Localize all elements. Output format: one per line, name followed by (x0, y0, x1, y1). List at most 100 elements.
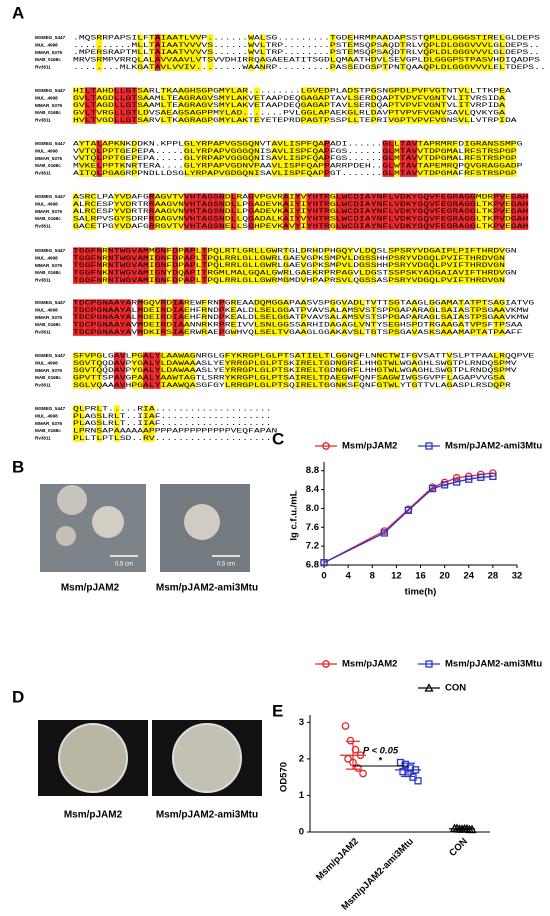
sequence: HVLTVGDLLGTSARVLTKAGRAGPGMYLAKTEYETEPRDP… (73, 117, 517, 124)
series-line (323, 472, 493, 564)
conservation-cell (341, 352, 348, 389)
conservation-cell (353, 87, 360, 124)
conservation-cell (312, 247, 319, 284)
point (380, 529, 388, 537)
conservation-cell (434, 34, 441, 71)
conservation-cell (318, 87, 325, 124)
conservation-cell (160, 352, 167, 389)
conservation-cell (399, 247, 406, 284)
conservation-cell (446, 352, 453, 389)
conservation-cell (73, 247, 79, 284)
y-tick-label: 7.6 (306, 522, 319, 533)
conservation-cell (312, 87, 319, 124)
conservation-cell (137, 299, 144, 336)
conservation-cell (183, 193, 190, 230)
conservation-cell (440, 140, 447, 177)
legend-label: Msm/pJAM2 (342, 441, 397, 452)
conservation-cell (218, 299, 225, 336)
conservation-cell (283, 193, 289, 230)
conservation-cell (195, 140, 202, 177)
conservation-cell (306, 87, 313, 124)
conservation-cell (113, 87, 120, 124)
point (351, 745, 360, 754)
conservation-cell (405, 140, 412, 177)
p-value: P < 0.05 (363, 746, 399, 757)
point (354, 764, 362, 772)
conservation-cell (78, 299, 85, 336)
sequence-name: MAB_0168c (35, 57, 61, 62)
x-tick-label: 12 (391, 571, 402, 582)
sequence: QLPRLT.....RIA.................... (73, 406, 271, 413)
conservation-cell (113, 352, 120, 389)
conservation-cell (423, 140, 430, 177)
conservation-cell (73, 299, 79, 336)
conservation-cell (160, 193, 167, 230)
sd-bar (455, 827, 469, 831)
sequence: VVTQLPPTGEPEPA.....GLYRPAPVGGGQNISAVLISP… (73, 148, 517, 155)
conservation-cell (399, 140, 406, 177)
conservation-cell (148, 352, 155, 389)
conservation-cell (353, 193, 360, 230)
conservation-cell (469, 193, 476, 230)
panel-label: A (12, 3, 24, 22)
conservation-cell (446, 247, 453, 284)
conservation-cell (236, 352, 243, 389)
conservation-cell (172, 34, 179, 71)
sequence-name: MAB_0168c (35, 270, 61, 275)
caption: Msm/pJAM2 (64, 810, 123, 821)
conservation-cell (458, 87, 465, 124)
sequence: TDCPGNAAYALMDEIRDIAEHFRNDPKEALDLSELGGATP… (73, 314, 529, 321)
conservation-cell (148, 299, 155, 336)
conservation-cell (236, 87, 243, 124)
conservation-cell (137, 352, 144, 389)
conservation-cell (253, 140, 260, 177)
conservation-cell (388, 299, 395, 336)
conservation-cell (166, 193, 173, 230)
conservation-cell (440, 193, 447, 230)
sequence: TGGFNRNTWGVAMIGNFDPAPLTPQLRRLGLLGWRLGAEV… (73, 255, 506, 262)
conservation-cell (493, 140, 500, 177)
sequence: ASRCLPAYVDAFGRAGVTVVHTAGSNDLRAGVPGVRAIYV… (73, 194, 529, 201)
conservation-cell (166, 352, 173, 389)
x-tick-label: 0 (321, 571, 326, 582)
conservation-cell (271, 247, 278, 284)
sequence: TDCPGNAAYAVMDKIRSIAERWRAEPGWHVQLSELTVGAA… (73, 329, 523, 336)
conservation-cell (312, 193, 319, 230)
conservation-cell (347, 87, 354, 124)
conservation-cell (84, 193, 91, 230)
sequence-name: MUL_4998 (35, 414, 58, 419)
sequence: AYTALAPKNKDDKN.KPPLGLYRPAPVGSGQNVTAVLISP… (73, 141, 523, 148)
y-tick-label: 0 (299, 827, 304, 838)
conservation-cell (125, 247, 132, 284)
conservation-cell (376, 193, 383, 230)
point (341, 722, 350, 730)
conservation-cell (253, 247, 260, 284)
conservation-cell (324, 247, 330, 284)
point (346, 736, 355, 745)
conservation-cell (475, 299, 482, 336)
conservation-cell (388, 352, 395, 389)
sequence: TGGFNRNTWGVAMIGNFDPAPLTPQLRRLGLLGWRMGMDV… (73, 277, 506, 284)
conservation-cell (324, 193, 330, 230)
conservation-cell (312, 140, 319, 177)
conservation-cell (499, 299, 505, 336)
conservation-cell (300, 87, 307, 124)
conservation-cell (347, 247, 354, 284)
sequence: AITQLPGAGRPPNDLLDSGLYRPAPVGDGQNISAVLISPF… (73, 170, 517, 177)
y-axis-title: lg c.f.u./mL (289, 490, 300, 540)
sequence-name: MMAR_5376 (35, 315, 63, 320)
sequence: TDCPGNAAYALMDEIRDIAEHFRNDPKEALDLSELGGATP… (73, 307, 529, 314)
x-tick-label: 28 (488, 571, 499, 582)
legend-marker (425, 442, 433, 450)
conservation-cell (271, 140, 278, 177)
conservation-cell (359, 247, 365, 284)
conservation-cell (394, 247, 400, 284)
sequence-name: MMAR_5376 (35, 263, 63, 268)
conservation-cell (440, 299, 447, 336)
y-tick-label: 1 (299, 790, 305, 801)
conservation-cell (143, 247, 149, 284)
sequence-name: MMAR_5376 (35, 156, 63, 161)
scale-label: 0.5 cm (115, 562, 133, 568)
conservation-cell (148, 34, 155, 71)
conservation-cell (499, 193, 505, 230)
